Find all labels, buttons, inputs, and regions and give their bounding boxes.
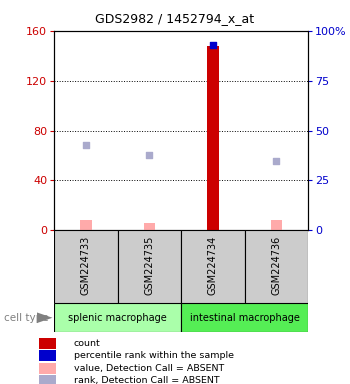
Text: GSM224736: GSM224736 (271, 236, 281, 295)
Bar (80, 220, 92, 230)
Text: intestinal macrophage: intestinal macrophage (190, 313, 300, 323)
Bar (39, 350, 56, 361)
Text: percentile rank within the sample: percentile rank within the sample (74, 351, 233, 360)
Text: GSM224733: GSM224733 (81, 236, 91, 295)
Polygon shape (37, 313, 52, 323)
Bar (207, 46, 218, 230)
Text: count: count (74, 339, 100, 348)
Text: GSM224735: GSM224735 (145, 236, 154, 295)
Point (83, 141, 89, 147)
Bar (245, 230, 308, 303)
Bar (181, 230, 245, 303)
Point (147, 151, 152, 157)
Bar (54, 230, 118, 303)
Point (273, 157, 279, 164)
Bar (144, 223, 155, 230)
Point (210, 41, 216, 48)
Bar (271, 220, 282, 230)
Text: GDS2982 / 1452794_x_at: GDS2982 / 1452794_x_at (96, 12, 254, 25)
Text: rank, Detection Call = ABSENT: rank, Detection Call = ABSENT (74, 376, 219, 384)
Bar (39, 362, 56, 374)
Bar (39, 375, 56, 384)
Bar (54, 303, 181, 332)
Text: splenic macrophage: splenic macrophage (68, 313, 167, 323)
Text: value, Detection Call = ABSENT: value, Detection Call = ABSENT (74, 364, 224, 372)
Bar (181, 303, 308, 332)
Bar (118, 230, 181, 303)
Bar (39, 338, 56, 349)
Text: cell type: cell type (4, 313, 48, 323)
Text: GSM224734: GSM224734 (208, 236, 218, 295)
